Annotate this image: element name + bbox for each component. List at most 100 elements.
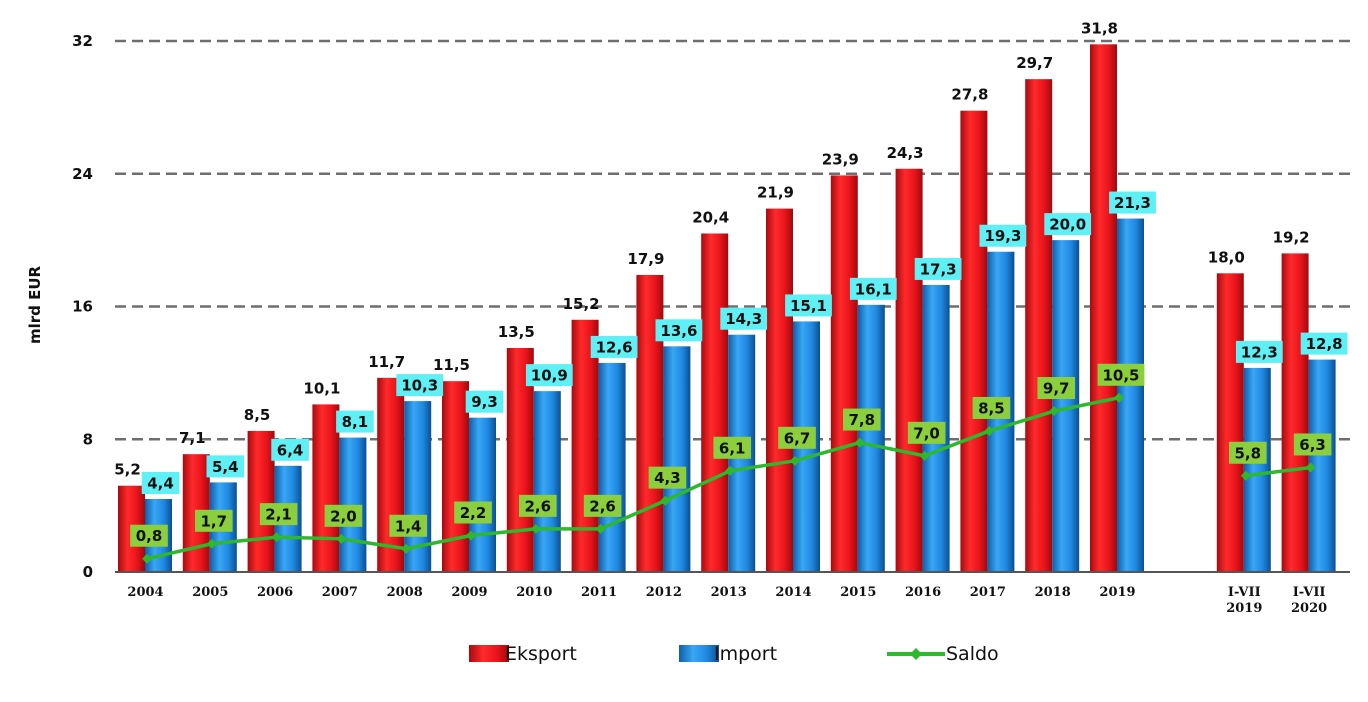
saldo-value-label: 10,5 xyxy=(1102,366,1139,384)
import-value-label: 20,0 xyxy=(1049,216,1086,234)
bar-eksport xyxy=(1216,273,1244,572)
bar-eksport xyxy=(247,430,275,572)
eksport-value-label: 8,5 xyxy=(244,406,271,424)
import-value-label-bg xyxy=(590,335,638,358)
eksport-value-label: 31,8 xyxy=(1081,19,1118,37)
bar-import xyxy=(533,391,561,572)
legend-swatch-eksport xyxy=(469,645,509,662)
saldo-value-label-bg xyxy=(519,494,557,517)
saldo-point xyxy=(206,538,217,549)
import-value-label-bg xyxy=(336,410,374,433)
saldo-value-label: 8,5 xyxy=(978,399,1005,417)
x-tick-label: 2011 xyxy=(581,585,617,600)
import-value-label-bg xyxy=(1300,332,1348,355)
import-value-label-bg xyxy=(655,319,703,342)
bar-eksport xyxy=(442,381,469,572)
saldo-value-label: 2,6 xyxy=(525,497,552,515)
eksport-value-label: 20,4 xyxy=(692,208,729,226)
saldo-value-label: 2,0 xyxy=(330,507,357,525)
saldo-value-label-bg xyxy=(713,436,751,459)
x-tick-label: 2012 xyxy=(646,585,682,600)
saldo-value-label: 6,3 xyxy=(1299,436,1326,454)
import-value-label-bg xyxy=(271,438,309,461)
import-value-label-bg xyxy=(1235,340,1283,363)
import-value-label-bg xyxy=(206,455,245,478)
x-tick-label: 2016 xyxy=(905,585,941,600)
saldo-point xyxy=(660,495,671,506)
bar-eksport xyxy=(830,175,858,573)
bar-import xyxy=(598,362,626,572)
x-tick-label: 2010 xyxy=(516,585,552,600)
bar-import xyxy=(469,417,496,572)
saldo-point xyxy=(142,553,152,564)
saldo-value-label-bg xyxy=(130,524,168,547)
import-value-label-bg xyxy=(525,364,573,387)
legend-item-eksport: Eksport xyxy=(469,643,577,665)
import-value-label: 19,3 xyxy=(984,227,1021,245)
import-value-label: 12,6 xyxy=(596,338,633,356)
saldo-point xyxy=(530,523,541,534)
legend-swatch-import xyxy=(679,645,719,662)
import-value-label-bg xyxy=(1109,191,1156,214)
bar-import xyxy=(663,346,691,572)
saldo-value-label: 7,8 xyxy=(849,411,876,429)
saldo-value-label-bg xyxy=(259,503,298,526)
bar-import xyxy=(339,437,367,572)
saldo-value-label: 4,3 xyxy=(654,469,681,487)
eksport-value-label: 7,1 xyxy=(179,429,206,447)
import-value-label-bg xyxy=(785,294,832,317)
saldo-value-label-bg xyxy=(1229,441,1267,464)
saldo-series-line xyxy=(146,396,1120,561)
legend-marker-saldo xyxy=(910,648,922,660)
saldo-point xyxy=(919,450,930,461)
bar-eksport xyxy=(312,404,340,572)
legend-label-import: Import xyxy=(714,643,777,665)
saldo-value-label-bg xyxy=(454,501,492,524)
eksport-value-label: 10,1 xyxy=(303,379,340,397)
import-value-label: 16,1 xyxy=(855,280,892,298)
saldo-point xyxy=(466,530,476,541)
y-tick-label: 24 xyxy=(72,165,93,183)
import-value-label: 10,3 xyxy=(401,377,438,395)
import-value-label-bg xyxy=(979,224,1027,247)
import-value-label-bg xyxy=(465,390,504,413)
saldo-value-label: 2,6 xyxy=(589,497,616,515)
saldo-value-label-bg xyxy=(778,426,816,449)
saldo-value-label-bg xyxy=(972,396,1011,419)
saldo-value-label-bg xyxy=(907,421,946,444)
x-tick-label: 2019 xyxy=(1099,585,1135,600)
import-value-label: 10,9 xyxy=(531,367,568,385)
eksport-value-label: 13,5 xyxy=(498,323,535,341)
saldo-value-label: 2,2 xyxy=(460,504,487,522)
saldo-point xyxy=(725,465,736,476)
import-value-label-bg xyxy=(141,471,180,494)
x-tick-label: 2009 xyxy=(451,585,487,600)
eksport-value-label: 11,5 xyxy=(433,356,470,374)
eksport-value-label: 15,2 xyxy=(563,295,600,313)
x-tick-label: 2007 xyxy=(322,585,358,600)
saldo-point xyxy=(401,543,412,554)
bar-eksport xyxy=(960,110,988,572)
saldo-value-label: 0,8 xyxy=(136,527,163,545)
x-tick-label: 2017 xyxy=(970,585,1006,600)
legend-label-saldo: Saldo xyxy=(946,643,999,665)
saldo-value-label-bg xyxy=(1097,363,1145,386)
saldo-point xyxy=(1049,406,1060,417)
bar-eksport xyxy=(1025,79,1053,573)
bar-eksport xyxy=(377,377,405,572)
x-tick-label: 2014 xyxy=(775,585,811,600)
x-tick-label: 2019 xyxy=(1226,601,1262,616)
legend-item-import: Import xyxy=(679,643,777,665)
x-tick-label: I-VII xyxy=(1228,585,1261,600)
import-value-label: 9,3 xyxy=(471,393,498,411)
y-tick-label: 8 xyxy=(83,430,93,448)
bar-eksport xyxy=(766,208,793,573)
saldo-value-label: 2,1 xyxy=(265,506,292,524)
x-tick-label: 2008 xyxy=(387,585,423,600)
saldo-value-label-bg xyxy=(583,494,622,517)
saldo-point xyxy=(790,455,800,466)
eksport-value-label: 23,9 xyxy=(822,150,859,168)
saldo-value-label-bg xyxy=(1037,377,1075,400)
eksport-value-label: 18,0 xyxy=(1208,248,1245,266)
saldo-value-label: 9,7 xyxy=(1043,380,1070,398)
